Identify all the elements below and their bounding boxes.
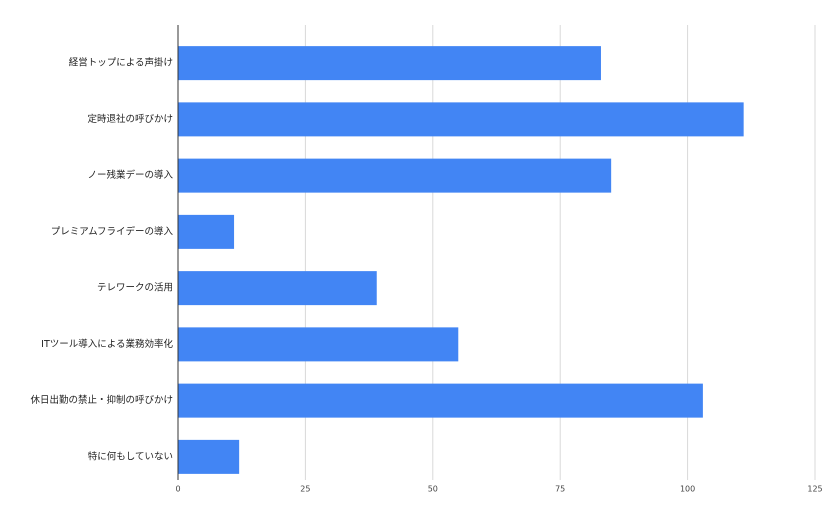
y-tick-label: ITツール導入による業務効率化 — [41, 338, 173, 350]
x-tick-label: 50 — [428, 485, 438, 494]
bar — [178, 271, 377, 306]
y-tick-label: 特に何もしていない — [88, 450, 173, 462]
bar — [178, 46, 601, 81]
bar — [178, 214, 235, 249]
y-tick-label: テレワークの活用 — [97, 282, 173, 294]
bar — [178, 439, 240, 474]
x-tick-label: 100 — [680, 485, 695, 494]
bar — [178, 383, 703, 418]
y-tick-label: 経営トップによる声掛け — [69, 57, 173, 69]
y-tick-label: プレミアムフライデーの導入 — [51, 225, 174, 237]
y-tick-label: 定時退社の呼びかけ — [87, 113, 173, 125]
x-tick-label: 75 — [555, 485, 565, 494]
bar — [178, 327, 459, 362]
x-tick-label: 125 — [807, 485, 822, 494]
y-tick-label: ノー残業デーの導入 — [87, 169, 173, 181]
x-tick-label: 0 — [175, 485, 180, 494]
bar — [178, 158, 612, 193]
y-tick-label: 休日出勤の禁止・抑制の呼びかけ — [30, 394, 173, 406]
bar — [178, 102, 744, 137]
x-tick-label: 25 — [300, 485, 310, 494]
